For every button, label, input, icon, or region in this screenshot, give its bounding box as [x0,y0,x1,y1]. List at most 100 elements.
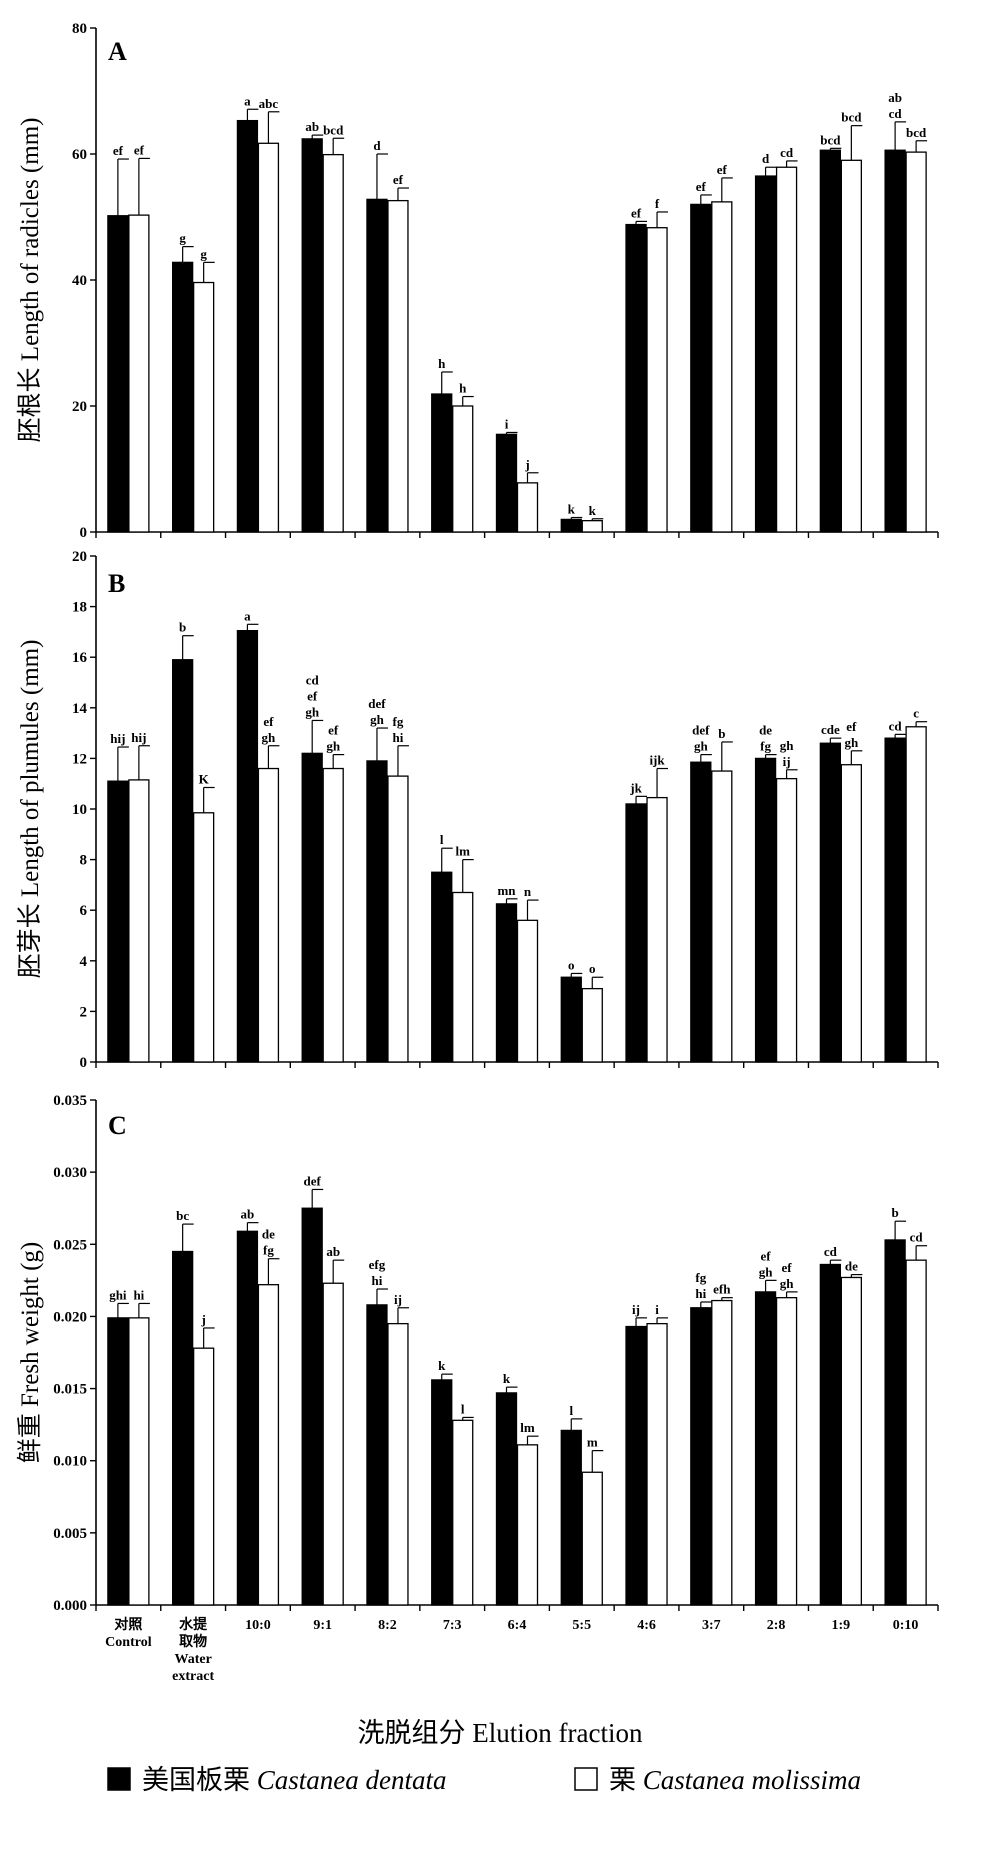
bar-dentata-9-1 [301,752,323,1063]
significance-label: gh [326,739,341,754]
y-tick-label: 4 [80,954,88,970]
bar-dentata--control [107,215,129,533]
significance-label: a [244,608,251,623]
significance-label: a [244,93,251,108]
significance-label: gh [759,1264,774,1279]
bar-dentata-1-9 [819,1263,841,1606]
y-axis-title: 鲜重 Fresh weight (g) [16,1242,44,1464]
panel-c: 0.000 0.005 0.010 0.015 0.020 0.025 0.030 0.035… [16,1093,939,1614]
y-tick-label: 20 [72,549,87,565]
significance-label: g [200,246,207,261]
significance-label: c [913,706,919,721]
bar-dentata-10-0 [236,1230,259,1606]
x-tick-label: 5:5 [572,1618,591,1633]
y-tick-label: 40 [72,273,87,289]
significance-label: ef [631,205,642,220]
significance-label: ij [394,1292,402,1307]
bar-molissima-4-6 [646,227,668,533]
y-tick-label: 0.015 [53,1382,87,1398]
bar-molissima-6-4 [516,482,539,533]
y-tick-label: 14 [72,701,88,717]
significance-label: def [368,696,386,711]
significance-label: gh [780,738,795,753]
x-axis-title: 洗脱组分 Elution fraction [358,1718,643,1748]
bar-dentata-4-6 [625,1325,647,1606]
significance-label: o [568,957,575,972]
bar-dentata-6-4 [495,903,518,1063]
significance-label: d [373,138,381,153]
bar-molissima-5-5 [581,520,603,533]
bar-molissima-8-2 [387,775,409,1063]
significance-label: bcd [841,110,862,125]
significance-label: g [179,231,186,246]
bar-dentata--control [107,780,129,1063]
significance-label: k [503,1371,511,1386]
bar-molissima--control [128,779,150,1063]
bar-molissima-4-6 [646,1322,668,1606]
significance-label: def [304,1173,322,1188]
bar-dentata-8-2 [366,1304,388,1606]
bar-dentata-10-0 [236,629,259,1063]
legend-label-molissima: 栗 Castanea molissima [609,1765,861,1795]
bar-molissima-3-7 [711,1299,733,1606]
significance-label: l [569,1403,573,1418]
significance-label: l [440,832,444,847]
bar-molissima--water-extract [193,281,215,533]
significance-label: hi [695,1286,706,1301]
legend-swatch-dentata [107,1767,131,1791]
bar-dentata-0-10 [884,1239,906,1606]
x-tick-label: 水提 [179,1616,208,1633]
significance-label: fg [695,1270,706,1285]
significance-label: jk [629,780,642,795]
significance-label: bcd [323,122,344,137]
bar-dentata-3-7 [690,761,712,1063]
significance-label: ef [263,714,274,729]
significance-label: ij [783,754,791,769]
panel-a: 0 20 40 60 80 A 胚根长 Length of radicles (mm) ef g… [16,21,939,541]
significance-label: ab [888,90,902,105]
x-tick-label: 对照 [114,1616,142,1633]
x-tick-label: Water [174,1652,211,1667]
y-tick-label: 0.035 [53,1093,87,1109]
significance-label: j [524,457,529,472]
significance-label: gh [780,1276,795,1291]
y-tick-label: 0.020 [53,1309,87,1325]
significance-label: abc [259,96,279,111]
significance-label: k [589,503,597,518]
bar-molissima-3-7 [711,201,733,533]
y-tick-label: 0.025 [53,1237,87,1253]
significance-label: ef [846,719,857,734]
significance-label: bcd [906,125,927,140]
y-tick-label: 6 [80,903,88,919]
panel-letter: A [108,37,127,66]
significance-label: i [655,1302,659,1317]
bar-dentata-5-5 [560,1429,582,1606]
x-tick-label: 6:4 [508,1618,527,1633]
bar-molissima-6-4 [516,919,539,1063]
x-tick-label: Control [105,1635,152,1650]
bar-molissima-6-4 [516,1444,539,1606]
bar-molissima-1-9 [840,764,862,1063]
bar-dentata-1-9 [819,742,841,1063]
significance-label: ij [632,1302,640,1317]
significance-label: ef [782,1260,793,1275]
bar-dentata-7-3 [431,393,453,533]
significance-label: ef [761,1248,772,1263]
significance-label: m [587,1435,598,1450]
bar-dentata-1-9 [819,149,841,533]
significance-label: hij [110,731,125,746]
bar-molissima-9-1 [322,767,344,1063]
y-axis-title: 胚芽长 Length of plumules (mm) [16,640,44,979]
significance-label: gh [262,730,277,745]
bar-molissima-1-9 [840,1276,862,1606]
significance-label: efg [369,1257,386,1272]
bar-molissima-8-2 [387,199,409,533]
panel-b: 0 2 4 6 8 10 12 14 16 18 20 B 胚芽长 Length of plumules… [16,549,939,1071]
bar-dentata-4-6 [625,803,647,1063]
significance-label: j [200,1312,205,1327]
bar-molissima-3-7 [711,770,733,1063]
significance-label: bc [176,1208,189,1223]
significance-label: de [759,723,772,738]
x-tick-label: 3:7 [702,1618,721,1633]
